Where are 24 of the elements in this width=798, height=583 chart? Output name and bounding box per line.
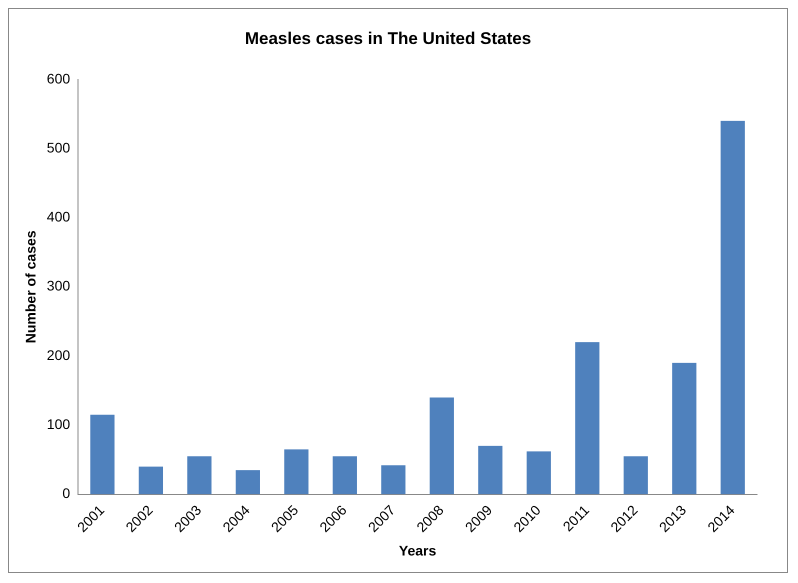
- bar: [284, 449, 308, 494]
- y-axis-title: Number of cases: [22, 230, 38, 344]
- y-tick-label: 300: [46, 278, 70, 294]
- y-tick-label: 200: [46, 346, 70, 363]
- y-tick-label: 600: [46, 70, 70, 86]
- bar: [430, 397, 454, 494]
- bar: [624, 456, 648, 494]
- y-tick-label: 0: [62, 485, 70, 502]
- bar: [720, 120, 745, 494]
- bar: [90, 414, 115, 494]
- bar: [187, 456, 212, 494]
- bar: [575, 342, 600, 494]
- y-tick-label: 100: [46, 416, 70, 432]
- y-tick-label: 400: [46, 208, 70, 225]
- bar: [672, 362, 696, 494]
- bar: [332, 456, 357, 494]
- bar: [236, 470, 260, 494]
- chart-title: Measles cases in The United States: [244, 28, 532, 48]
- x-axis-title: Years: [398, 542, 436, 558]
- bar: [526, 451, 551, 494]
- bar: [138, 466, 164, 494]
- bar: [381, 465, 406, 494]
- bar: [478, 446, 502, 494]
- y-tick-label: 500: [46, 139, 70, 156]
